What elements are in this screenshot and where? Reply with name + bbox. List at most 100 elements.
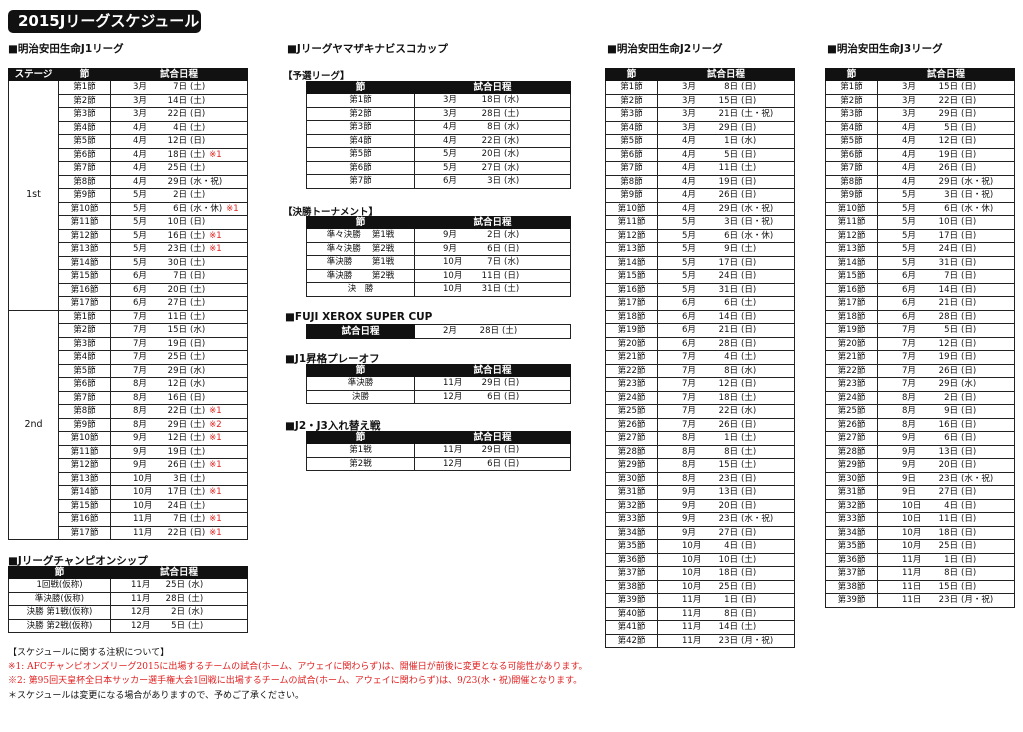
date-cell: 3月 29日 (日) — [657, 120, 795, 135]
month: 6月 — [682, 325, 696, 336]
table-row: 第9節 5月 3日 (日・祝) — [825, 188, 1015, 203]
round-cell: 第15節 — [605, 269, 658, 284]
table-row: 準々決勝 第1戦 9月 2日 (水) — [306, 228, 571, 243]
date-cell: 5月 16日 (土) ※1 — [110, 228, 248, 243]
day: 23日 — [938, 595, 958, 606]
weekday: (日) — [504, 243, 520, 254]
date-cell: 9月 23日 (水・祝) — [657, 512, 795, 527]
weekday: (日) — [741, 271, 757, 282]
round-cell: 準々決勝 第1戦 — [306, 228, 415, 243]
round-cell: 第16節 — [58, 512, 111, 527]
table-row: 第7節 6月 3日 (水) — [306, 174, 571, 189]
month: 6月 — [682, 338, 696, 349]
weekday: (日) — [741, 487, 757, 498]
date-cell: 8月 12日 (水) — [110, 377, 248, 392]
round-cell: 第7節 — [58, 161, 111, 176]
month: 3月 — [443, 95, 457, 106]
weekday: (日) — [961, 338, 977, 349]
date-cell: 3月 22日 (日) — [877, 93, 1015, 108]
month: 8月 — [902, 406, 916, 417]
date-cell: 8月 8日 (土) — [657, 444, 795, 459]
weekday: (日) — [961, 352, 977, 363]
round-cell: 第2節 — [825, 93, 878, 108]
month: 5月 — [902, 190, 916, 201]
table-row: 第29節 8月 15日 (土) — [605, 458, 795, 473]
weekday: (日) — [741, 325, 757, 336]
weekday: (日) — [961, 298, 977, 309]
supercup-date: 2月 28日 (土) — [414, 324, 571, 339]
date-cell: 7月 4日 (土) — [657, 350, 795, 365]
month: 7月 — [902, 325, 916, 336]
table-row: 第4節 4月 22日 (水) — [306, 133, 571, 148]
weekday: (日) — [741, 284, 757, 295]
date-cell: 12月 5日 (土) — [110, 618, 248, 633]
date-cell: 9月 20日 (日) — [657, 498, 795, 513]
month: 7月 — [133, 352, 147, 363]
date-cell: 6月 21日 (日) — [657, 323, 795, 338]
month: 4月 — [133, 136, 147, 147]
table-row: 第2節 7月 15日 (水) — [9, 323, 248, 338]
day: 25日 — [718, 581, 738, 592]
month: 5月 — [133, 230, 147, 241]
day: 8日 — [724, 608, 738, 619]
day: 19日 — [938, 149, 958, 160]
round-cell: 第9節 — [825, 188, 878, 203]
round-cell: 第30節 — [825, 471, 878, 486]
month: 9月 — [902, 446, 916, 457]
round-cell: 第7節 — [605, 161, 658, 176]
column-header: 節 — [605, 68, 658, 81]
table-row: 第3節 3月 29日 (日) — [825, 107, 1015, 122]
table-row: 第7節 8月 16日 (日) — [9, 390, 248, 405]
month: 7月 — [133, 365, 147, 376]
table-row: 第10節 9月 12日 (土) ※1 — [9, 431, 248, 446]
weekday: (土) — [190, 149, 206, 160]
month: 4月 — [682, 149, 696, 160]
round-cell: 第6節 — [605, 147, 658, 162]
weekday: (土) — [190, 473, 206, 484]
date-cell: 4月 12日 (日) — [877, 134, 1015, 149]
day: 26日 — [938, 365, 958, 376]
month: 3月 — [133, 95, 147, 106]
weekday: (日) — [961, 149, 977, 160]
round-cell: 第1節 — [58, 309, 111, 324]
month: 7月 — [682, 406, 696, 417]
day: 5日 — [944, 122, 958, 133]
weekday: (土) — [190, 500, 206, 511]
weekday: (日) — [741, 338, 757, 349]
weekday: (土) — [190, 446, 206, 457]
date-cell: 8月 9日 (日) — [877, 404, 1015, 419]
note-mark: ※1 — [209, 406, 222, 417]
table-row: 第8節 4月 29日 (水・祝) — [825, 174, 1015, 189]
weekday: (日) — [741, 257, 757, 268]
table-row: 第5節 5月 20日 (水) — [306, 147, 571, 162]
weekday: (土) — [741, 460, 757, 471]
table-row: 第3節 4月 8日 (水) — [306, 120, 571, 135]
month: 7月 — [133, 311, 147, 322]
month: 10日 — [902, 514, 922, 525]
date-cell: 4月 11日 (土) — [657, 161, 795, 176]
day: 6日 — [724, 230, 738, 241]
date-cell: 4月 5日 (日) — [657, 147, 795, 162]
date-cell: 4月 1日 (水) — [657, 134, 795, 149]
weekday: (水) — [504, 162, 520, 173]
month: 11月 — [902, 554, 922, 565]
table-row: 第41節 11月 14日 (土) — [605, 620, 795, 635]
day: 14日 — [938, 284, 958, 295]
round-cell: 決勝 第1戦(仮称) — [8, 605, 111, 620]
month: 9日 — [902, 487, 916, 498]
day: 20日 — [481, 149, 501, 160]
date-cell: 10月 25日 (日) — [657, 579, 795, 594]
date-cell: 4月 22日 (水) — [414, 133, 571, 148]
date-cell: 9月 6日 (日) — [877, 431, 1015, 446]
month: 8月 — [682, 446, 696, 457]
day: 12日 — [938, 338, 958, 349]
day: 14日 — [718, 622, 738, 633]
month: 11月 — [131, 593, 151, 604]
date-cell: 10月 7日 (水) — [414, 255, 571, 270]
month: 9月 — [902, 433, 916, 444]
date-cell: 11日 23日 (月・祝) — [877, 593, 1015, 608]
table-row: 第17節 6月 27日 (土) — [9, 296, 248, 311]
table-row: 準々決勝 第2戦 9月 6日 (日) — [306, 241, 571, 256]
date-cell: 6月 20日 (土) — [110, 282, 248, 297]
day: 26日 — [718, 419, 738, 430]
